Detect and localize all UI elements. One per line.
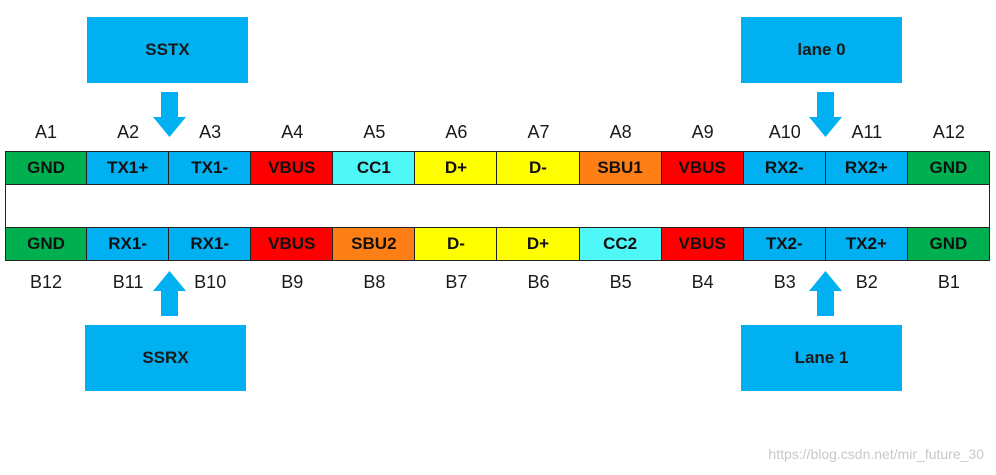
pin-number-label: B4 — [691, 272, 714, 292]
pin-number-label: A7 — [527, 122, 550, 142]
pin-number-label: B6 — [527, 272, 550, 292]
pin-number-label: A1 — [35, 122, 58, 142]
pin-cell: VBUS — [661, 152, 744, 184]
pin-number-label: B8 — [363, 272, 386, 292]
pin-cell: RX1- — [169, 228, 252, 260]
pin-number-label: A5 — [363, 122, 386, 142]
pin-number-label: A2 — [117, 122, 140, 142]
row-a-labels: A1 A2 A3 A4 A5 A6 A7 A8 A9 A10 A11 A12 — [5, 120, 990, 144]
pin-cell: GND — [907, 228, 990, 260]
pin-cell: D- — [415, 228, 498, 260]
pin-number-label: B5 — [609, 272, 632, 292]
pin-number-label: B7 — [445, 272, 468, 292]
pin-cell: CC1 — [333, 152, 416, 184]
pin-number-label: A9 — [691, 122, 714, 142]
pin-cell: SBU1 — [579, 152, 662, 184]
pin-cell: GND — [907, 152, 990, 184]
pin-cell: RX2- — [743, 152, 826, 184]
pin-cell: VBUS — [251, 228, 334, 260]
pin-cell: TX1- — [169, 152, 252, 184]
connector-body — [5, 185, 990, 227]
pin-number-label: B3 — [773, 272, 796, 292]
pin-number-label: B1 — [937, 272, 960, 292]
pin-number-label: B2 — [855, 272, 878, 292]
pin-cell: CC2 — [579, 228, 662, 260]
watermark: https://blog.csdn.net/mir_future_30 — [768, 446, 984, 462]
pin-cell: GND — [5, 152, 88, 184]
pin-number-label: B9 — [281, 272, 304, 292]
pin-number-label: A8 — [609, 122, 632, 142]
pin-cell: D- — [497, 152, 580, 184]
pin-cell: D+ — [415, 152, 498, 184]
pin-cell: RX1- — [87, 228, 170, 260]
pin-number-label: A6 — [445, 122, 468, 142]
pin-number-label: B11 — [112, 272, 144, 292]
pin-cell: GND — [5, 228, 88, 260]
sstx-callout: SSTX — [87, 17, 248, 83]
pin-cell: D+ — [497, 228, 580, 260]
pin-cell: TX1+ — [87, 152, 170, 184]
pin-cell: VBUS — [661, 228, 744, 260]
lane1-callout: Lane 1 — [741, 325, 902, 391]
pin-number-label: A4 — [281, 122, 304, 142]
pin-cell: SBU2 — [333, 228, 416, 260]
pin-number-label: A10 — [768, 122, 801, 142]
pin-number-label: B12 — [30, 272, 63, 292]
row-b-pins: GND RX1- RX1- VBUS SBU2 D- D+ CC2 VBUS TX2- TX2+ GN… — [5, 227, 990, 261]
pin-number-label: B10 — [194, 272, 227, 292]
lane0-callout: lane 0 — [741, 17, 902, 83]
pin-cell: VBUS — [251, 152, 334, 184]
pin-cell: RX2+ — [825, 152, 908, 184]
row-a-pins: GND TX1+ TX1- VBUS CC1 D+ D- SBU1 VBUS RX2- RX2+ GN… — [5, 151, 990, 185]
pin-cell: TX2+ — [825, 228, 908, 260]
ssrx-callout: SSRX — [85, 325, 246, 391]
pin-number-label: A11 — [851, 122, 883, 142]
pin-number-label: A12 — [932, 122, 965, 142]
row-b-labels: B12 B11 B10 B9 B8 B7 B6 B5 B4 B3 B2 B1 — [5, 270, 990, 294]
pin-number-label: A3 — [199, 122, 222, 142]
pin-cell: TX2- — [743, 228, 826, 260]
